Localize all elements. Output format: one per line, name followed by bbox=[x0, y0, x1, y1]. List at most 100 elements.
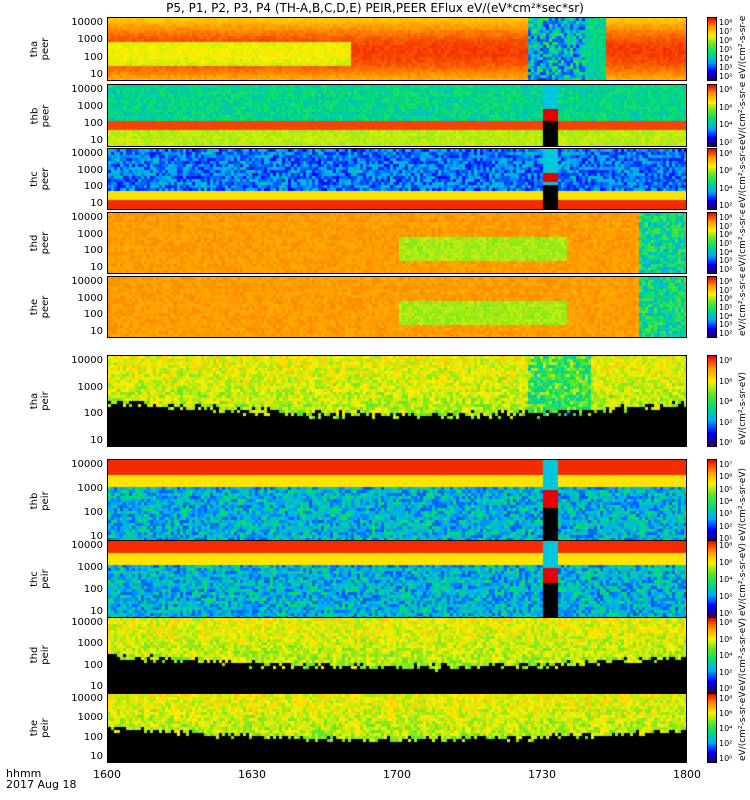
y-tick-label: 100 bbox=[83, 731, 103, 743]
colorbar-tick-label: 10⁴ bbox=[719, 183, 733, 193]
spectrogram-panel-thb-peir bbox=[107, 459, 687, 543]
colorbar-tick-label: 10² bbox=[719, 138, 733, 147]
colorbar bbox=[707, 17, 717, 81]
probe-label: thd bbox=[29, 234, 40, 252]
colorbar-tick-label: 10² bbox=[719, 329, 733, 338]
panel-label-tha-peer: tha peer bbox=[29, 17, 51, 81]
y-tick-label: 10000 bbox=[71, 84, 103, 95]
colorbar-tick-label: 10⁶ bbox=[719, 36, 733, 45]
species-label: peer bbox=[40, 104, 51, 127]
spectrogram-image bbox=[108, 85, 686, 146]
y-tick-label: 10000 bbox=[71, 17, 103, 28]
colorbar-tick-label: 10⁶ bbox=[719, 294, 733, 304]
panel-label-thc-peer: thc peer bbox=[29, 148, 51, 210]
y-tick-label: 10 bbox=[90, 531, 103, 542]
panel-label-tha-peir: tha peir bbox=[29, 355, 51, 447]
page-title: P5, P1, P2, P3, P4 (TH-A,B,C,D,E) PEIR,P… bbox=[166, 1, 584, 15]
y-tick-label: 100 bbox=[83, 245, 103, 257]
x-tick-label: 1600 bbox=[93, 768, 121, 781]
y-tick-label: 100 bbox=[83, 181, 103, 193]
y-tick-label: 1000 bbox=[77, 712, 103, 724]
colorbar-tick-label: 10⁸ bbox=[719, 356, 733, 365]
y-tick-label: 10 bbox=[90, 751, 103, 762]
y-tick-label: 10 bbox=[90, 435, 103, 446]
colorbar-tick-label: 10⁸ bbox=[719, 18, 733, 27]
x-tick-label: 1800 bbox=[673, 768, 701, 781]
y-tick-label: 1000 bbox=[77, 638, 103, 650]
colorbar-tick-label: 10⁸ bbox=[719, 85, 733, 94]
spectrogram-panel-thc-peir bbox=[107, 540, 687, 618]
spectrogram-image bbox=[108, 277, 686, 337]
probe-label: the bbox=[29, 298, 40, 316]
colorbar bbox=[707, 148, 717, 210]
probe-label: tha bbox=[29, 392, 40, 410]
colorbar-tick-label: 10⁸ bbox=[719, 277, 733, 286]
colorbar-tick-label: 10² bbox=[719, 265, 733, 274]
y-tick-label: 1000 bbox=[77, 381, 103, 393]
colorbar-unit-label: eV/(cm²-s-sr-eV) bbox=[738, 15, 748, 79]
y-tick-label: 10 bbox=[90, 262, 103, 273]
spectrogram-image bbox=[108, 694, 686, 762]
colorbar-unit-label: eV/(cm²-s-sr-eV) bbox=[738, 210, 748, 272]
colorbar-tick-label: 10² bbox=[719, 417, 733, 427]
colorbar-tick-label: 10⁸ bbox=[719, 149, 733, 158]
spectrogram-image bbox=[108, 460, 686, 542]
colorbar-tick-label: 10² bbox=[719, 72, 733, 81]
y-tick-label: 100 bbox=[83, 408, 103, 420]
y-tick-label: 10000 bbox=[71, 540, 103, 551]
date-label: 2017 Aug 18 bbox=[6, 778, 77, 791]
colorbar-tick-label: 10⁰ bbox=[719, 684, 733, 693]
y-tick-label: 10 bbox=[90, 326, 103, 337]
y-tick-label: 1000 bbox=[77, 562, 103, 573]
species-label: peer bbox=[40, 231, 51, 255]
colorbar-tick-label: 10⁷ bbox=[719, 460, 733, 469]
colorbar-unit-label: eV/(cm²-s-sr-eV) bbox=[738, 467, 748, 541]
probe-label: thc bbox=[29, 571, 40, 587]
y-tick-label: 10 bbox=[90, 135, 103, 146]
colorbar-tick-label: 10⁴ bbox=[719, 724, 733, 733]
colorbar-tick-label: 10⁷ bbox=[719, 27, 733, 36]
y-tick-label: 1000 bbox=[77, 292, 103, 304]
y-tick-label: 10 bbox=[90, 606, 103, 617]
colorbar-unit-label: eV/(cm²-s-sr-eV) bbox=[738, 691, 748, 761]
colorbar-tick-label: 10⁴ bbox=[719, 120, 733, 130]
colorbar-tick-label: 10⁵ bbox=[719, 45, 733, 54]
probe-label: tha bbox=[29, 40, 40, 58]
spectrogram-panel-thd-peir bbox=[107, 617, 687, 693]
y-tick-label: 10000 bbox=[71, 693, 103, 704]
y-tick-label: 100 bbox=[83, 51, 103, 63]
x-tick-label: 1700 bbox=[383, 768, 411, 781]
colorbar bbox=[707, 355, 717, 447]
y-tick-label: 100 bbox=[83, 659, 103, 671]
y-tick-label: 10 bbox=[90, 681, 103, 692]
panel-label-thb-peer: thb peer bbox=[29, 84, 51, 147]
spectrogram-image bbox=[108, 541, 686, 617]
colorbar-tick-label: 10⁰ bbox=[719, 609, 733, 618]
colorbar-tick-label: 10² bbox=[719, 739, 733, 748]
species-label: peir bbox=[40, 718, 51, 738]
spectrogram-image bbox=[108, 213, 686, 273]
colorbar-tick-label: 10⁴ bbox=[719, 575, 733, 584]
spectrogram-panel-tha-peir bbox=[107, 355, 687, 447]
spectrogram-image bbox=[108, 149, 686, 209]
colorbar-tick-label: 10³ bbox=[719, 509, 733, 519]
colorbar-tick-label: 10⁸ bbox=[719, 694, 733, 703]
colorbar-tick-label: 10⁴ bbox=[719, 497, 733, 506]
colorbar-tick-label: 10³ bbox=[719, 320, 733, 330]
spectrogram-image bbox=[108, 18, 686, 80]
colorbar-tick-label: 10⁰ bbox=[719, 438, 733, 447]
panel-label-thc-peir: thc peir bbox=[29, 540, 51, 618]
colorbar-tick-label: 10⁴ bbox=[719, 651, 733, 660]
panel-label-thd-peir: thd peir bbox=[29, 617, 51, 693]
colorbar-tick-label: 10⁶ bbox=[719, 376, 733, 386]
colorbar-unit-label: eV/(cm²-s-sr-eV) bbox=[738, 146, 748, 208]
colorbar-tick-label: 10⁶ bbox=[719, 230, 733, 240]
colorbar bbox=[707, 212, 717, 274]
colorbar bbox=[707, 459, 717, 543]
colorbar bbox=[707, 84, 717, 147]
spectrogram-panel-thb-peer bbox=[107, 84, 687, 147]
y-tick-label: 100 bbox=[83, 507, 103, 518]
species-label: peir bbox=[40, 569, 51, 589]
y-tick-label: 100 bbox=[83, 118, 103, 129]
colorbar-tick-label: 10⁸ bbox=[719, 541, 733, 550]
